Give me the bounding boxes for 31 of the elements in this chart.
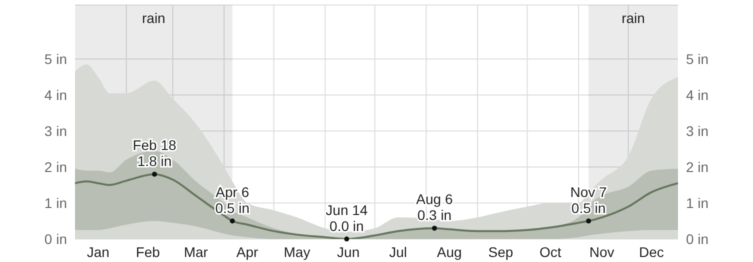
y2-tick-label: 2 in <box>686 158 709 175</box>
x-tick-label: Sep <box>488 244 514 260</box>
y-tick-label: 5 in <box>44 50 67 67</box>
annotation: Nov 7 0.5 in <box>570 184 608 216</box>
band-label: rain <box>142 10 166 26</box>
x-tick-label: Jan <box>86 244 110 260</box>
y-tick-label: 1 in <box>44 194 67 211</box>
y-tick-label: 4 in <box>44 86 67 103</box>
y2-tick-label: 0 in <box>686 230 709 247</box>
x-tick-label: Jun <box>337 244 360 260</box>
annotation: Aug 6 0.3 in <box>416 191 453 224</box>
x-tick-label: Feb <box>136 244 160 260</box>
annotation: Apr 6 0.5 in <box>215 184 250 216</box>
y2-tick-label: 5 in <box>686 50 709 67</box>
y2-tick-label: 1 in <box>686 194 709 211</box>
x-tick-label: Dec <box>639 244 664 260</box>
x-tick-label: Jul <box>389 244 407 260</box>
y-tick-label: 2 in <box>44 158 67 175</box>
x-tick-label: Apr <box>236 244 259 260</box>
band-label: rain <box>622 10 645 26</box>
x-tick-label: May <box>284 244 310 260</box>
x-tick-label: Oct <box>540 244 562 260</box>
x-tick-label: Nov <box>589 244 614 260</box>
y2-tick-label: 4 in <box>686 86 709 103</box>
x-tick-label: Mar <box>184 244 208 260</box>
x-tick-label: Aug <box>436 244 462 260</box>
annotation: Jun 14 0.0 in <box>326 202 368 234</box>
y-tick-label: 0 in <box>44 230 67 247</box>
annotation: Feb 18 1.8 in <box>132 137 177 170</box>
y-tick-label: 3 in <box>44 122 67 139</box>
y2-tick-label: 3 in <box>686 122 709 139</box>
